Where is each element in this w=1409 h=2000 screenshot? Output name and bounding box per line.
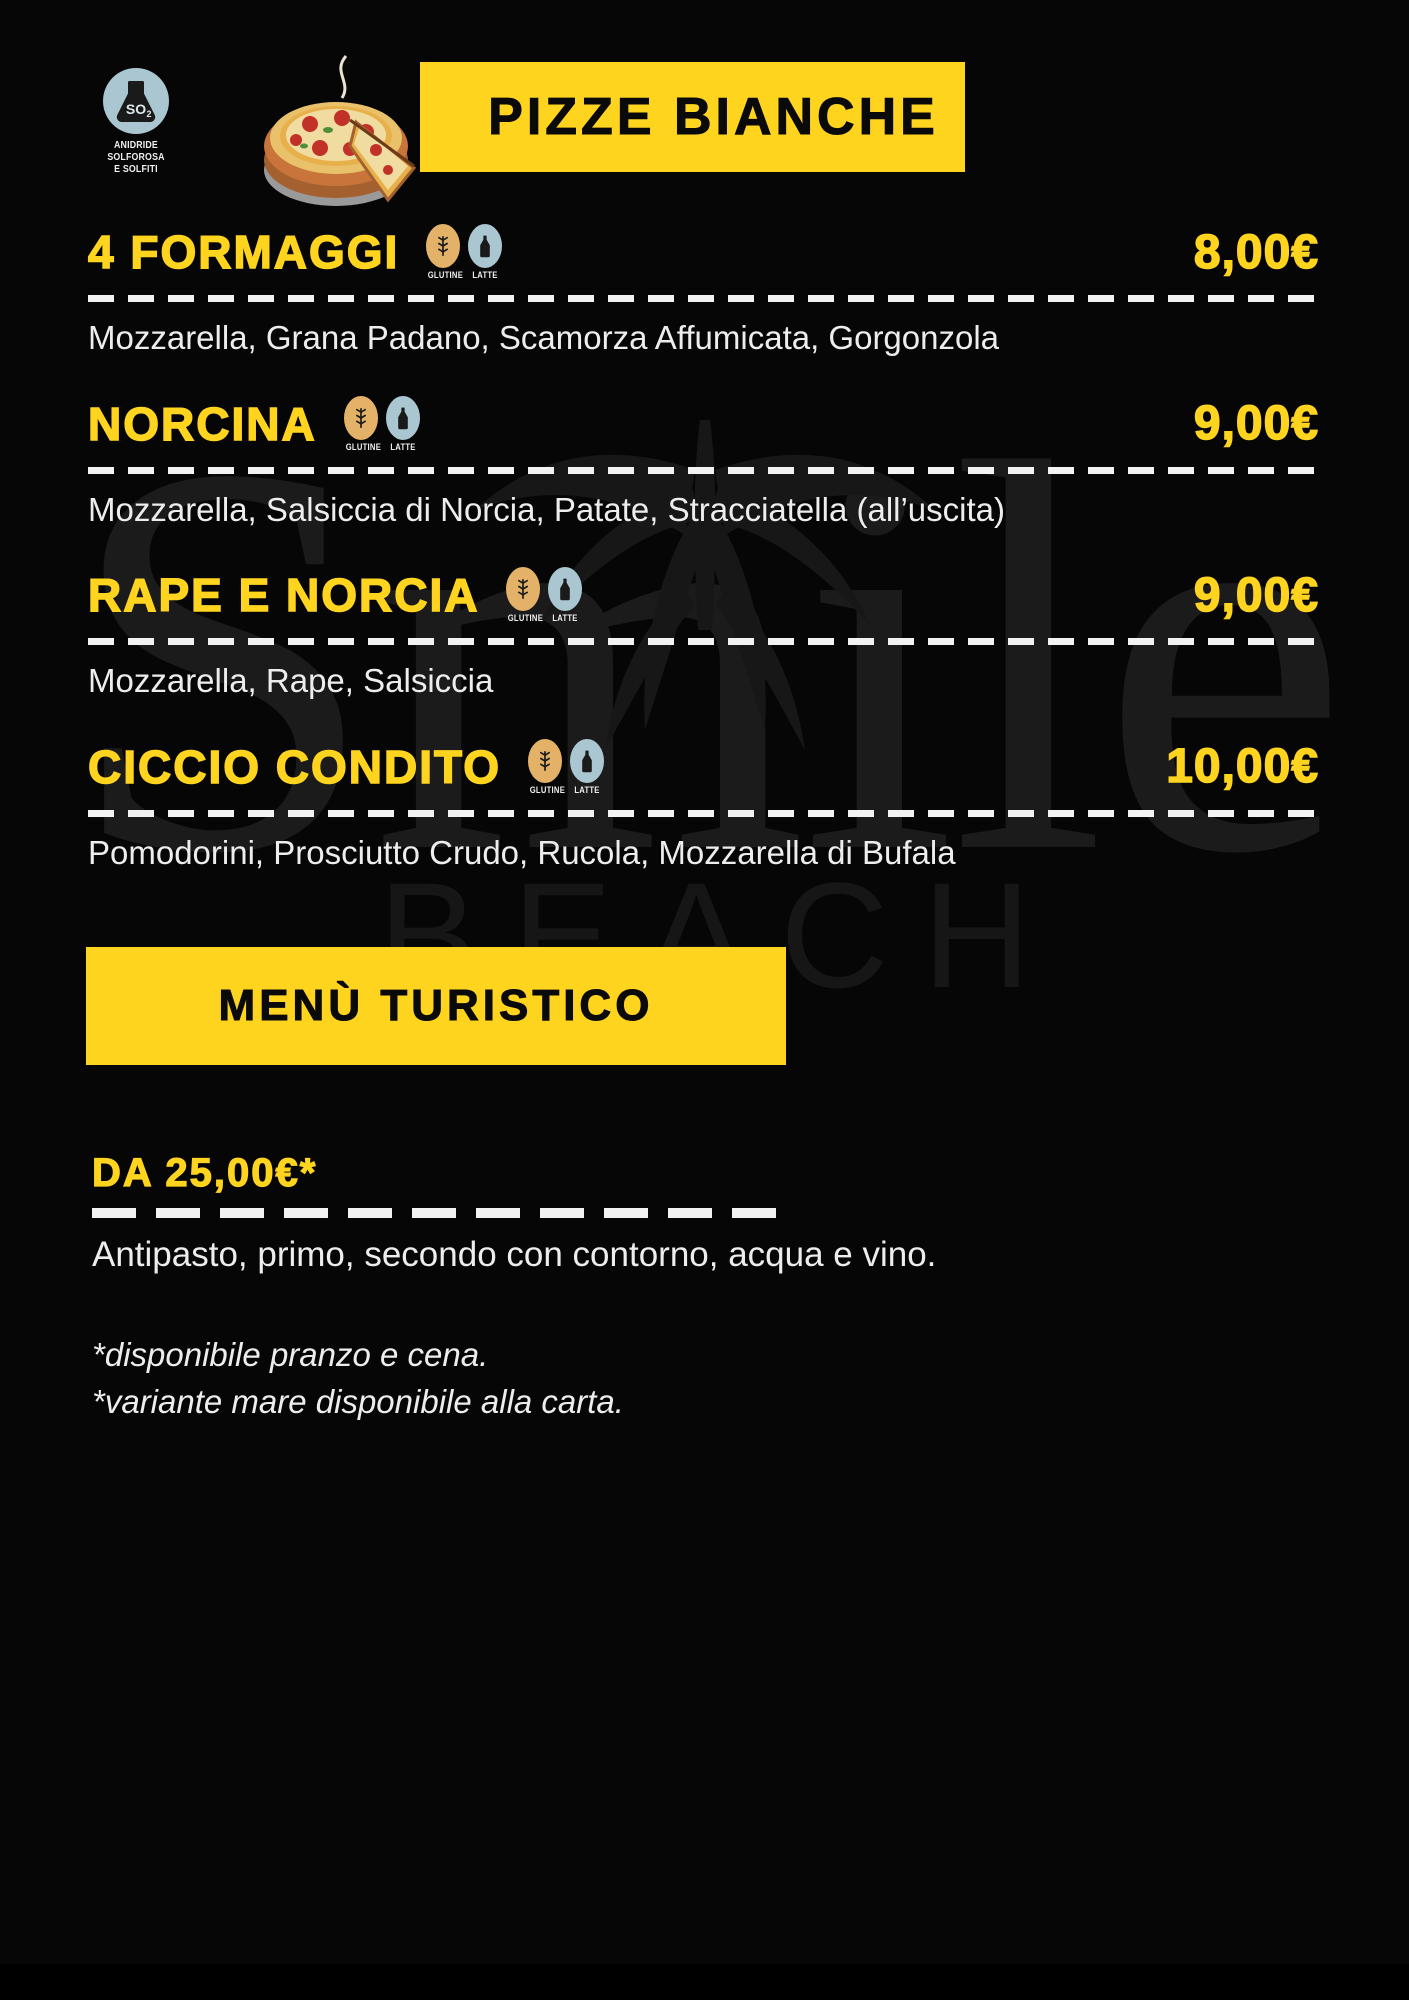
allergen-label: GLUTINE <box>529 784 566 795</box>
wheat-icon <box>343 395 378 440</box>
allergen-label: GLUTINE <box>345 441 381 452</box>
wheat-icon <box>528 738 563 783</box>
dashed-divider <box>88 466 1319 474</box>
allergen-group: GLUTINE LATTE <box>343 395 421 452</box>
allergen-label: GLUTINE <box>428 270 464 280</box>
menu-item-head: NORCINA GLUTINE LATTE 9, <box>87 387 1319 461</box>
allergen-glutine: GLUTINE <box>343 395 381 452</box>
tourist-note-2: *variante mare disponibile alla carta. <box>92 1383 624 1421</box>
menu-item-name: NORCINA <box>87 397 317 451</box>
so2-label-line1: ANIDRIDE <box>114 140 158 151</box>
so2-icon-circle: SO 2 <box>103 68 169 134</box>
tourist-note-1: *disponibile pranzo e cena. <box>92 1336 489 1374</box>
allergen-glutine: GLUTINE <box>505 567 544 624</box>
tourist-menu-description: Antipasto, primo, secondo con contorno, … <box>92 1235 937 1275</box>
dashed-divider <box>88 809 1319 817</box>
dashed-divider <box>88 638 1319 646</box>
milk-bottle-icon <box>385 395 420 440</box>
menu-item-price: 9,00€ <box>1193 568 1319 623</box>
tourist-menu-banner: MENÙ TURISTICO <box>86 947 786 1066</box>
yellow-brush-stroke <box>420 62 965 172</box>
menu-item-head: 4 FORMAGGI GLUTINE LATTE <box>87 215 1319 289</box>
so2-label-line2: SOLFOROSA <box>107 152 165 163</box>
menu-item: CICCIO CONDITO GLUTINE LATTE <box>87 730 1319 876</box>
allergen-latte: LATTE <box>569 738 605 795</box>
so2-allergen-badge: SO 2 ANIDRIDE SOLFOROSA E SOLFITI <box>82 68 190 176</box>
menu-item-name: 4 FORMAGGI <box>87 225 400 279</box>
allergen-group: GLUTINE LATTE <box>505 567 583 623</box>
dashed-divider <box>88 295 1319 302</box>
menu-item-head: CICCIO CONDITO GLUTINE LATTE <box>87 730 1319 804</box>
allergen-glutine: GLUTINE <box>425 224 464 280</box>
menu-item-description: Mozzarella, Rape, Salsiccia <box>88 662 494 700</box>
allergen-group: GLUTINE LATTE <box>425 224 503 280</box>
milk-bottle-icon <box>548 567 583 612</box>
tourist-menu-notes: *disponibile pranzo e cena. *variante ma… <box>92 1332 1319 1426</box>
allergen-latte: LATTE <box>467 224 503 280</box>
menu-item-price: 10,00€ <box>1165 739 1319 794</box>
menu-item-description: Mozzarella, Salsiccia di Norcia, Patate,… <box>88 490 1006 528</box>
wheat-icon <box>506 567 541 612</box>
menu-item: NORCINA GLUTINE LATTE 9, <box>87 387 1319 533</box>
tourist-menu-price: DA 25,00€* <box>91 1151 318 1196</box>
page-title: PIZZE BIANCHE <box>488 88 939 147</box>
svg-text:2: 2 <box>146 109 151 119</box>
menu-item-description: Pomodorini, Prosciutto Crudo, Rucola, Mo… <box>88 833 956 871</box>
menu-item-price: 9,00€ <box>1193 396 1319 451</box>
allergen-latte: LATTE <box>385 395 421 452</box>
so2-flask-icon: SO 2 <box>116 81 156 122</box>
bottom-bar <box>0 1964 1409 2000</box>
tourist-menu-title: MENÙ TURISTICO <box>218 981 654 1031</box>
allergen-label: LATTE <box>389 441 416 452</box>
milk-bottle-icon <box>468 224 503 268</box>
allergen-label: GLUTINE <box>508 613 544 624</box>
allergen-label: LATTE <box>574 784 600 795</box>
allergen-glutine: GLUTINE <box>527 738 566 795</box>
allergen-latte: LATTE <box>547 567 583 623</box>
tourist-menu-body: DA 25,00€* Antipasto, primo, secondo con… <box>0 1151 1409 1426</box>
menu-list: 4 FORMAGGI GLUTINE LATTE <box>0 215 1409 875</box>
menu-item: RAPE E NORCIA GLUTINE LATTE <box>87 558 1319 704</box>
menu-item-name: RAPE E NORCIA <box>87 568 480 622</box>
allergen-label: LATTE <box>472 270 499 280</box>
pizza-illustration-icon <box>264 55 417 206</box>
yellow-brush-stroke <box>86 947 786 1066</box>
wheat-icon <box>426 224 461 268</box>
menu-item-head: RAPE E NORCIA GLUTINE LATTE <box>87 558 1319 632</box>
menu-item-price: 8,00€ <box>1193 225 1319 280</box>
milk-bottle-icon <box>570 738 605 783</box>
page-header: SO 2 ANIDRIDE SOLFOROSA E SOLFITI PIZZE … <box>0 0 1409 215</box>
menu-item-name: CICCIO CONDITO <box>87 740 502 794</box>
svg-text:SO: SO <box>126 101 146 117</box>
dashed-divider <box>92 1208 792 1219</box>
menu-item: 4 FORMAGGI GLUTINE LATTE <box>87 215 1319 361</box>
so2-label-line3: E SOLFITI <box>114 164 158 175</box>
allergen-label: LATTE <box>552 613 579 624</box>
section-title-banner: PIZZE BIANCHE <box>420 62 965 172</box>
allergen-group: GLUTINE LATTE <box>527 738 605 795</box>
menu-item-description: Mozzarella, Grana Padano, Scamorza Affum… <box>88 319 1000 356</box>
